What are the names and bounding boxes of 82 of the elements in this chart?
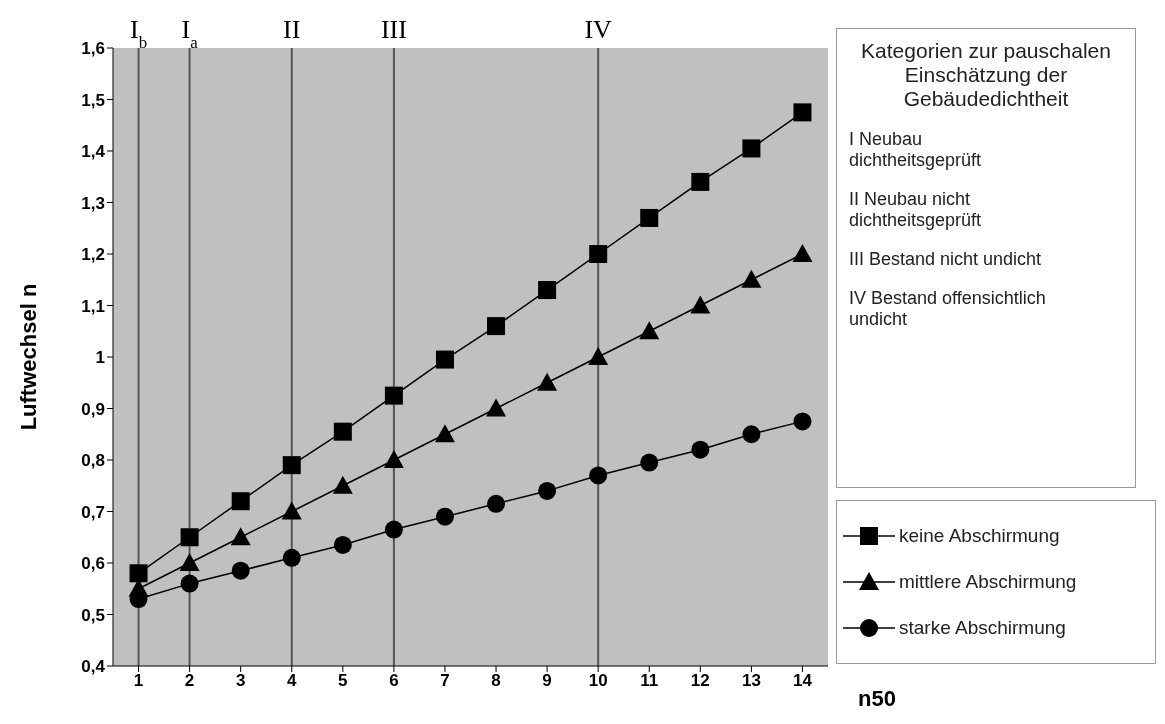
y-tick-label: 1,5 [81, 90, 105, 110]
point [690, 295, 711, 314]
legend-label: keine Abschirmung [899, 525, 1060, 547]
point [538, 481, 557, 500]
y-tick-label: 0,7 [81, 502, 105, 522]
point [486, 398, 507, 417]
point [640, 453, 659, 472]
point [281, 501, 302, 520]
point [179, 553, 200, 571]
x-tick-label: 7 [440, 671, 450, 691]
x-tick-label: 10 [588, 671, 608, 691]
point [435, 507, 454, 526]
y-tick-label: 0,8 [81, 451, 105, 471]
text: II Neubau nicht dichtheitsgeprüft [848, 189, 983, 231]
x-tick-label: 3 [235, 671, 246, 691]
point [588, 347, 609, 365]
point [589, 245, 608, 263]
point [589, 466, 608, 485]
point [333, 422, 352, 441]
point [487, 494, 506, 513]
x-tick-label: 8 [491, 671, 501, 691]
point [640, 208, 659, 227]
point [384, 386, 403, 405]
point [742, 425, 761, 444]
x-tick-label: 6 [389, 671, 399, 691]
x-tick-label: 13 [741, 671, 761, 691]
ref-line-label: II [283, 15, 301, 44]
x-tick-label: 5 [338, 671, 348, 691]
text: IV Bestand offensichtlich undicht [848, 288, 1047, 330]
point [792, 244, 813, 262]
x-tick-label: 2 [184, 671, 195, 691]
y-tick-label: 1,1 [81, 296, 105, 316]
point [434, 424, 455, 443]
y-axis-title: Luftwechsel n [15, 283, 41, 431]
point [741, 269, 762, 288]
point [435, 350, 454, 369]
point [537, 372, 558, 391]
point [639, 321, 660, 340]
text: Kategorien zur pauschalen Einschätzung der Gebäudedichtheit [860, 39, 1112, 111]
point [487, 317, 506, 336]
y-tick-label: 0,6 [81, 554, 105, 574]
y-tick-label: 0,5 [81, 605, 105, 625]
point [333, 535, 352, 554]
ref-line-label: I$_{b}$ [129, 15, 148, 52]
point [230, 527, 251, 546]
y-tick-label: 1,4 [81, 142, 106, 162]
ref-line-label: IV [584, 15, 613, 44]
point [691, 440, 710, 459]
point [129, 564, 148, 583]
point [742, 139, 761, 158]
y-tick-label: 0,4 [81, 657, 106, 677]
y-tick-label: 1,3 [81, 193, 105, 213]
x-tick-label: 12 [690, 671, 710, 691]
legend-label: starke Abschirmung [899, 617, 1066, 639]
y-tick-label: 1,2 [81, 245, 105, 265]
x-tick-label: 4 [287, 671, 298, 691]
point [538, 281, 557, 300]
point [231, 561, 250, 580]
point [282, 548, 301, 567]
point [691, 172, 710, 191]
ref-line-label: III [380, 15, 407, 44]
x-axis-title: n50 [858, 686, 896, 712]
point [282, 456, 301, 475]
x-tick-label: 1 [133, 671, 144, 691]
point [180, 574, 199, 593]
text: I Neubau dichtheitsgeprüft [848, 129, 983, 171]
point [793, 103, 812, 122]
ref-line-label: I$_{a}$ [181, 15, 199, 52]
x-tick-label: 14 [793, 671, 813, 691]
x-tick-label: 11 [640, 671, 659, 691]
legend-label: mittlere Abschirmung [899, 571, 1077, 593]
y-tick-label: 1 [95, 348, 105, 368]
point [384, 520, 403, 539]
x-tick-label: 9 [542, 671, 552, 691]
y-tick-label: 1,6 [81, 39, 105, 59]
point [383, 450, 404, 468]
point [793, 412, 812, 431]
point [332, 475, 353, 494]
point [180, 528, 199, 547]
y-tick-label: 0,9 [81, 399, 105, 419]
point [231, 492, 250, 511]
text: III Bestand nicht undicht [848, 249, 1043, 270]
